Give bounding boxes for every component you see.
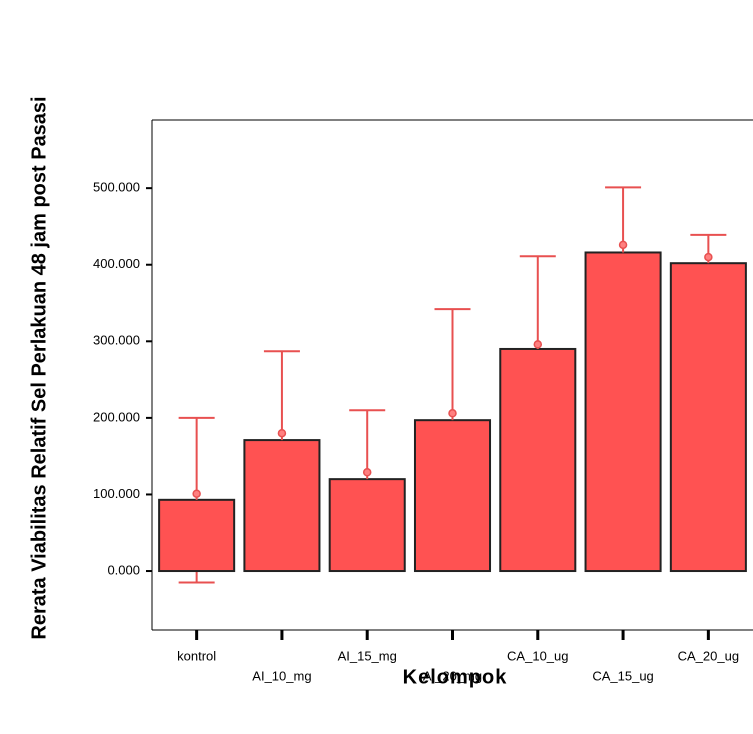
bar [244, 440, 319, 571]
y-tick-label: 100.000 [93, 486, 140, 501]
bar [415, 420, 490, 571]
y-tick-label: 500.000 [93, 180, 140, 195]
chart: Kelompok Rerata Viabilitas Relatif Sel P… [0, 0, 753, 734]
mean-marker [449, 410, 456, 417]
y-tick-label: 300.000 [93, 333, 140, 348]
x-tick-label: AI_15_mg [338, 648, 397, 663]
mean-marker [534, 341, 541, 348]
bar [330, 479, 405, 571]
mean-marker [193, 490, 200, 497]
bar [500, 349, 575, 571]
mean-marker [364, 469, 371, 476]
x-tick-label: CA_15_ug [592, 668, 653, 683]
mean-marker [705, 254, 712, 261]
x-tick-label: CA_10_ug [507, 648, 568, 663]
mean-marker [278, 430, 285, 437]
mean-marker [620, 241, 627, 248]
bar [586, 252, 661, 571]
y-tick-label: 200.000 [93, 409, 140, 424]
y-tick-label: 0.000 [107, 562, 140, 577]
y-axis-title: Rerata Viabilitas Relatif Sel Perlakuan … [28, 96, 50, 639]
bar [671, 263, 746, 571]
bar [159, 500, 234, 571]
x-tick-label: AI_10_mg [252, 668, 311, 683]
y-tick-label: 400.000 [93, 256, 140, 271]
x-tick-label: CA_20_ug [678, 648, 739, 663]
x-tick-label: AI_20_mg [423, 668, 482, 683]
x-tick-label: kontrol [177, 648, 216, 663]
